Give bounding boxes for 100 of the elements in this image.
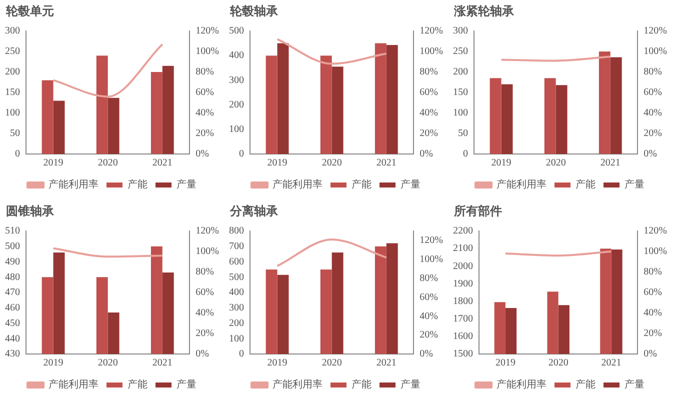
bar — [610, 57, 622, 154]
y-tick-label: 0 — [239, 348, 244, 360]
bar — [277, 43, 289, 154]
y-tick-label: 150 — [5, 87, 20, 98]
y-tick-label: 100 — [5, 108, 20, 119]
y-tick-label: 430 — [5, 348, 20, 360]
y2-tick-label: 80% — [196, 266, 214, 278]
y-tick-label: 500 — [5, 241, 20, 252]
legend-label: 产能 — [128, 378, 148, 391]
y-tick-label: 600 — [229, 256, 244, 268]
y2-tick-label: 0% — [196, 348, 210, 360]
legend-label: 产能利用率 — [496, 178, 546, 191]
y-tick-label: 1800 — [453, 296, 473, 307]
y2-tick-label: 100% — [420, 46, 444, 58]
y2-tick-label: 120% — [644, 26, 668, 37]
bar — [374, 246, 386, 354]
y-tick-label: 200 — [229, 318, 244, 329]
y-tick-label: 250 — [5, 46, 20, 58]
y-tick-label: 2000 — [453, 260, 473, 272]
bar — [266, 56, 278, 154]
bar — [598, 52, 610, 154]
x-tick-label: 2021 — [376, 158, 396, 169]
y2-tick-label: 0% — [196, 148, 210, 160]
x-tick-label: 2019 — [491, 158, 512, 169]
legend-label: 产量 — [400, 378, 420, 391]
x-tick-label: 2020 — [98, 358, 118, 369]
y2-tick-label: 20% — [644, 328, 662, 340]
legend-label: 产能 — [576, 178, 596, 191]
bar — [374, 43, 386, 154]
y-tick-label: 100 — [453, 108, 468, 119]
y2-tick-label: 20% — [196, 328, 214, 340]
chart-title: 所有部件 — [453, 203, 503, 220]
y2-tick-label: 60% — [420, 87, 438, 98]
legend-label: 产量 — [624, 178, 644, 191]
legend-label: 产能利用率 — [496, 378, 546, 391]
y2-tick-label: 60% — [644, 287, 662, 298]
y-tick-label: 1700 — [453, 313, 473, 324]
x-tick-label: 2021 — [376, 358, 396, 369]
y2-tick-label: 20% — [644, 128, 662, 140]
y2-tick-label: 80% — [644, 266, 662, 278]
y2-tick-label: 40% — [196, 108, 214, 119]
bar — [320, 56, 332, 154]
bar — [501, 84, 513, 154]
chart-title: 分离轴承 — [228, 203, 279, 220]
y-tick-label: 250 — [453, 46, 468, 58]
x-tick-label: 2021 — [152, 158, 172, 169]
bar — [386, 45, 398, 154]
bar — [332, 252, 344, 354]
bar — [53, 100, 65, 154]
y2-tick-label: 60% — [420, 292, 438, 303]
y-tick-label: 510 — [5, 226, 20, 237]
x-tick-label: 2020 — [548, 358, 568, 369]
y2-tick-label: 40% — [196, 308, 214, 319]
legend-label: 产能 — [352, 178, 372, 191]
legend-label: 产能 — [128, 178, 148, 191]
y-tick-label: 1900 — [453, 278, 473, 290]
y-tick-label: 0 — [239, 148, 244, 160]
y2-tick-label: 40% — [644, 108, 662, 119]
y2-tick-label: 20% — [420, 330, 438, 341]
y2-tick-label: 0% — [420, 148, 434, 160]
y2-tick-label: 0% — [644, 348, 658, 360]
y-tick-label: 500 — [229, 26, 244, 37]
x-tick-label: 2019 — [43, 158, 64, 169]
legend-label: 产能利用率 — [272, 178, 322, 191]
y2-tick-label: 0% — [420, 348, 434, 360]
y-tick-label: 400 — [229, 287, 244, 298]
y2-tick-label: 100% — [196, 246, 220, 258]
y2-tick-label: 0% — [644, 148, 658, 160]
y-tick-label: 450 — [5, 318, 20, 329]
bar — [150, 72, 162, 154]
y2-tick-label: 120% — [644, 226, 668, 237]
bar — [266, 269, 278, 354]
x-tick-label: 2019 — [495, 358, 516, 369]
legend-label: 产量 — [176, 178, 196, 191]
legend-label: 产能 — [352, 378, 372, 391]
y-tick-label: 0 — [463, 148, 468, 160]
y2-tick-label: 40% — [420, 310, 438, 322]
y2-tick-label: 40% — [644, 308, 662, 319]
bar — [162, 66, 174, 154]
legend-label: 产能利用率 — [48, 178, 98, 191]
y-tick-label: 200 — [5, 66, 20, 78]
y-tick-label: 800 — [229, 226, 244, 237]
y-tick-label: 440 — [5, 333, 20, 344]
y2-tick-label: 60% — [196, 87, 214, 98]
y2-tick-label: 80% — [196, 66, 214, 78]
y2-tick-label: 120% — [196, 26, 220, 37]
legend-label: 产量 — [400, 178, 420, 191]
y-tick-label: 300 — [229, 74, 244, 86]
x-tick-label: 2019 — [267, 358, 288, 369]
bar — [277, 274, 289, 354]
y-tick-label: 480 — [5, 272, 20, 283]
y-tick-label: 700 — [229, 241, 244, 252]
y-tick-label: 490 — [5, 256, 20, 268]
y2-tick-label: 100% — [420, 254, 444, 266]
y-tick-label: 50 — [10, 128, 20, 140]
x-tick-label: 2021 — [601, 358, 622, 369]
y2-tick-label: 100% — [196, 46, 220, 58]
y-tick-label: 300 — [229, 302, 244, 314]
y-tick-label: 100 — [229, 124, 244, 136]
bar — [386, 243, 398, 354]
